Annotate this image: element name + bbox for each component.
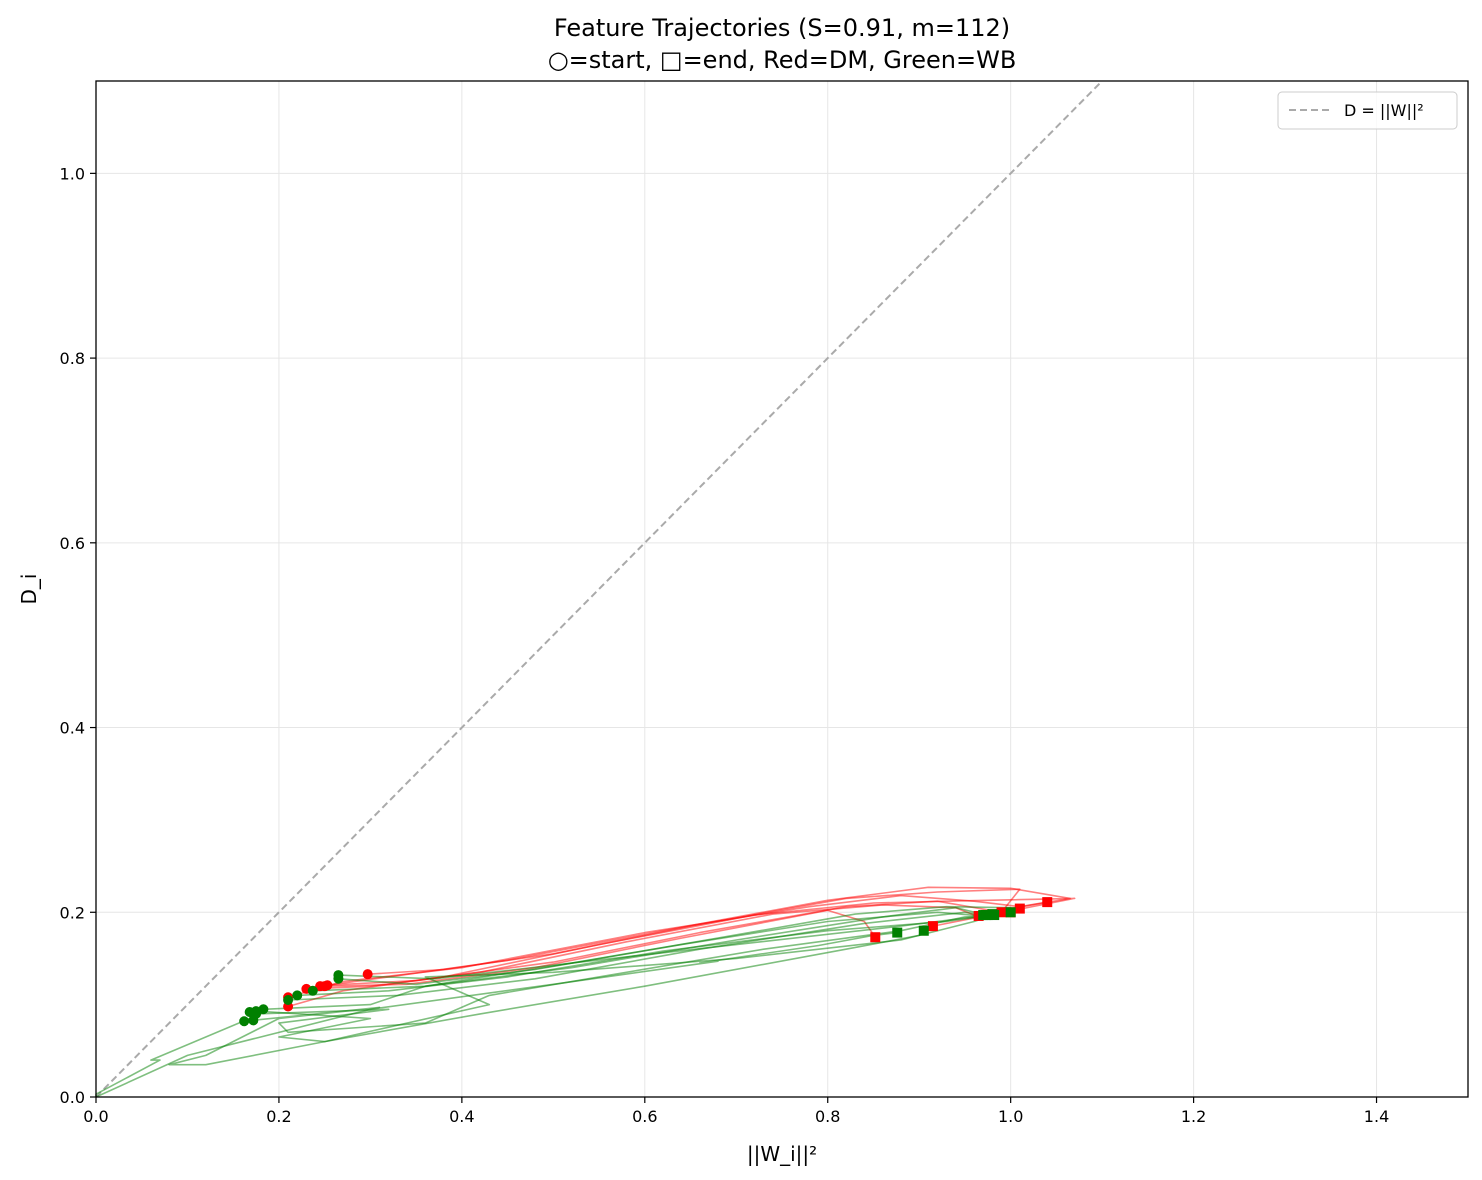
plot-frame <box>95 80 1469 1098</box>
start-point-dm <box>362 969 373 980</box>
trajectory-dm <box>287 897 1076 1008</box>
x-tick-label: 0.2 <box>266 1107 291 1126</box>
trajectory-dm <box>327 900 1002 986</box>
start-point-dm <box>322 980 333 991</box>
x-tick-label: 0.0 <box>83 1107 108 1126</box>
start-point-wb <box>292 990 303 1001</box>
end-point-wb <box>1005 907 1016 918</box>
trajectory-wb <box>288 911 984 1001</box>
trajectory-wb <box>168 930 925 1066</box>
end-point-wb <box>892 927 903 938</box>
y-tick-label: 0.2 <box>60 903 85 922</box>
y-tick-label: 0.8 <box>60 349 85 368</box>
y-axis-label: D_i <box>17 574 41 605</box>
y-tick-label: 0.4 <box>60 719 85 738</box>
axes: 0.0 0.2 0.4 0.6 0.8 1.0 1.2 1.4 0.0 0.2 0.4 0.6 0.8 1… <box>60 164 1390 1126</box>
trajectory-wb <box>312 906 987 992</box>
x-axis-label: ||W_i||² <box>747 1142 817 1166</box>
marker-layer <box>239 897 1053 1027</box>
x-tick-label: 0.6 <box>632 1107 657 1126</box>
end-point-dm <box>1014 903 1025 914</box>
end-point-dm <box>996 907 1007 918</box>
trajectory-wb <box>338 911 984 986</box>
start-point-wb <box>333 973 344 984</box>
trajectory-wb <box>95 931 898 1098</box>
legend-entry-reference-line: D = ||W||² <box>1344 101 1424 120</box>
start-point-wb <box>239 1016 250 1027</box>
grid <box>95 81 1468 1098</box>
end-point-wb <box>982 910 993 921</box>
x-tick-label: 1.2 <box>1181 1107 1206 1126</box>
y-tick-label: 1.0 <box>60 164 85 183</box>
y-tick-label: 0.6 <box>60 534 85 553</box>
reference-line <box>95 80 1103 1098</box>
x-tick-label: 0.4 <box>449 1107 474 1126</box>
trajectory-dm <box>319 886 1071 987</box>
legend: D = ||W||² <box>1277 91 1458 130</box>
trajectory-dm <box>367 888 1021 975</box>
chart-title-line-2: ○=start, □=end, Red=DM, Green=WB <box>548 46 1017 74</box>
start-point-wb <box>251 1008 262 1019</box>
start-point-wb <box>258 1004 269 1015</box>
end-point-dm <box>927 921 938 932</box>
start-point-wb <box>283 995 294 1006</box>
end-point-wb <box>918 925 929 936</box>
x-tick-label: 1.0 <box>998 1107 1023 1126</box>
reference-line-layer <box>95 80 1103 1098</box>
y-tick-label: 0.0 <box>60 1088 85 1107</box>
x-tick-label: 1.4 <box>1364 1107 1389 1126</box>
chart-title-line-1: Feature Trajectories (S=0.91, m=112) <box>554 14 1010 42</box>
end-point-dm <box>870 932 881 943</box>
x-tick-label: 0.8 <box>815 1107 840 1126</box>
end-point-dm <box>1042 897 1053 908</box>
start-point-wb <box>307 985 318 996</box>
legend-box <box>1277 91 1458 130</box>
